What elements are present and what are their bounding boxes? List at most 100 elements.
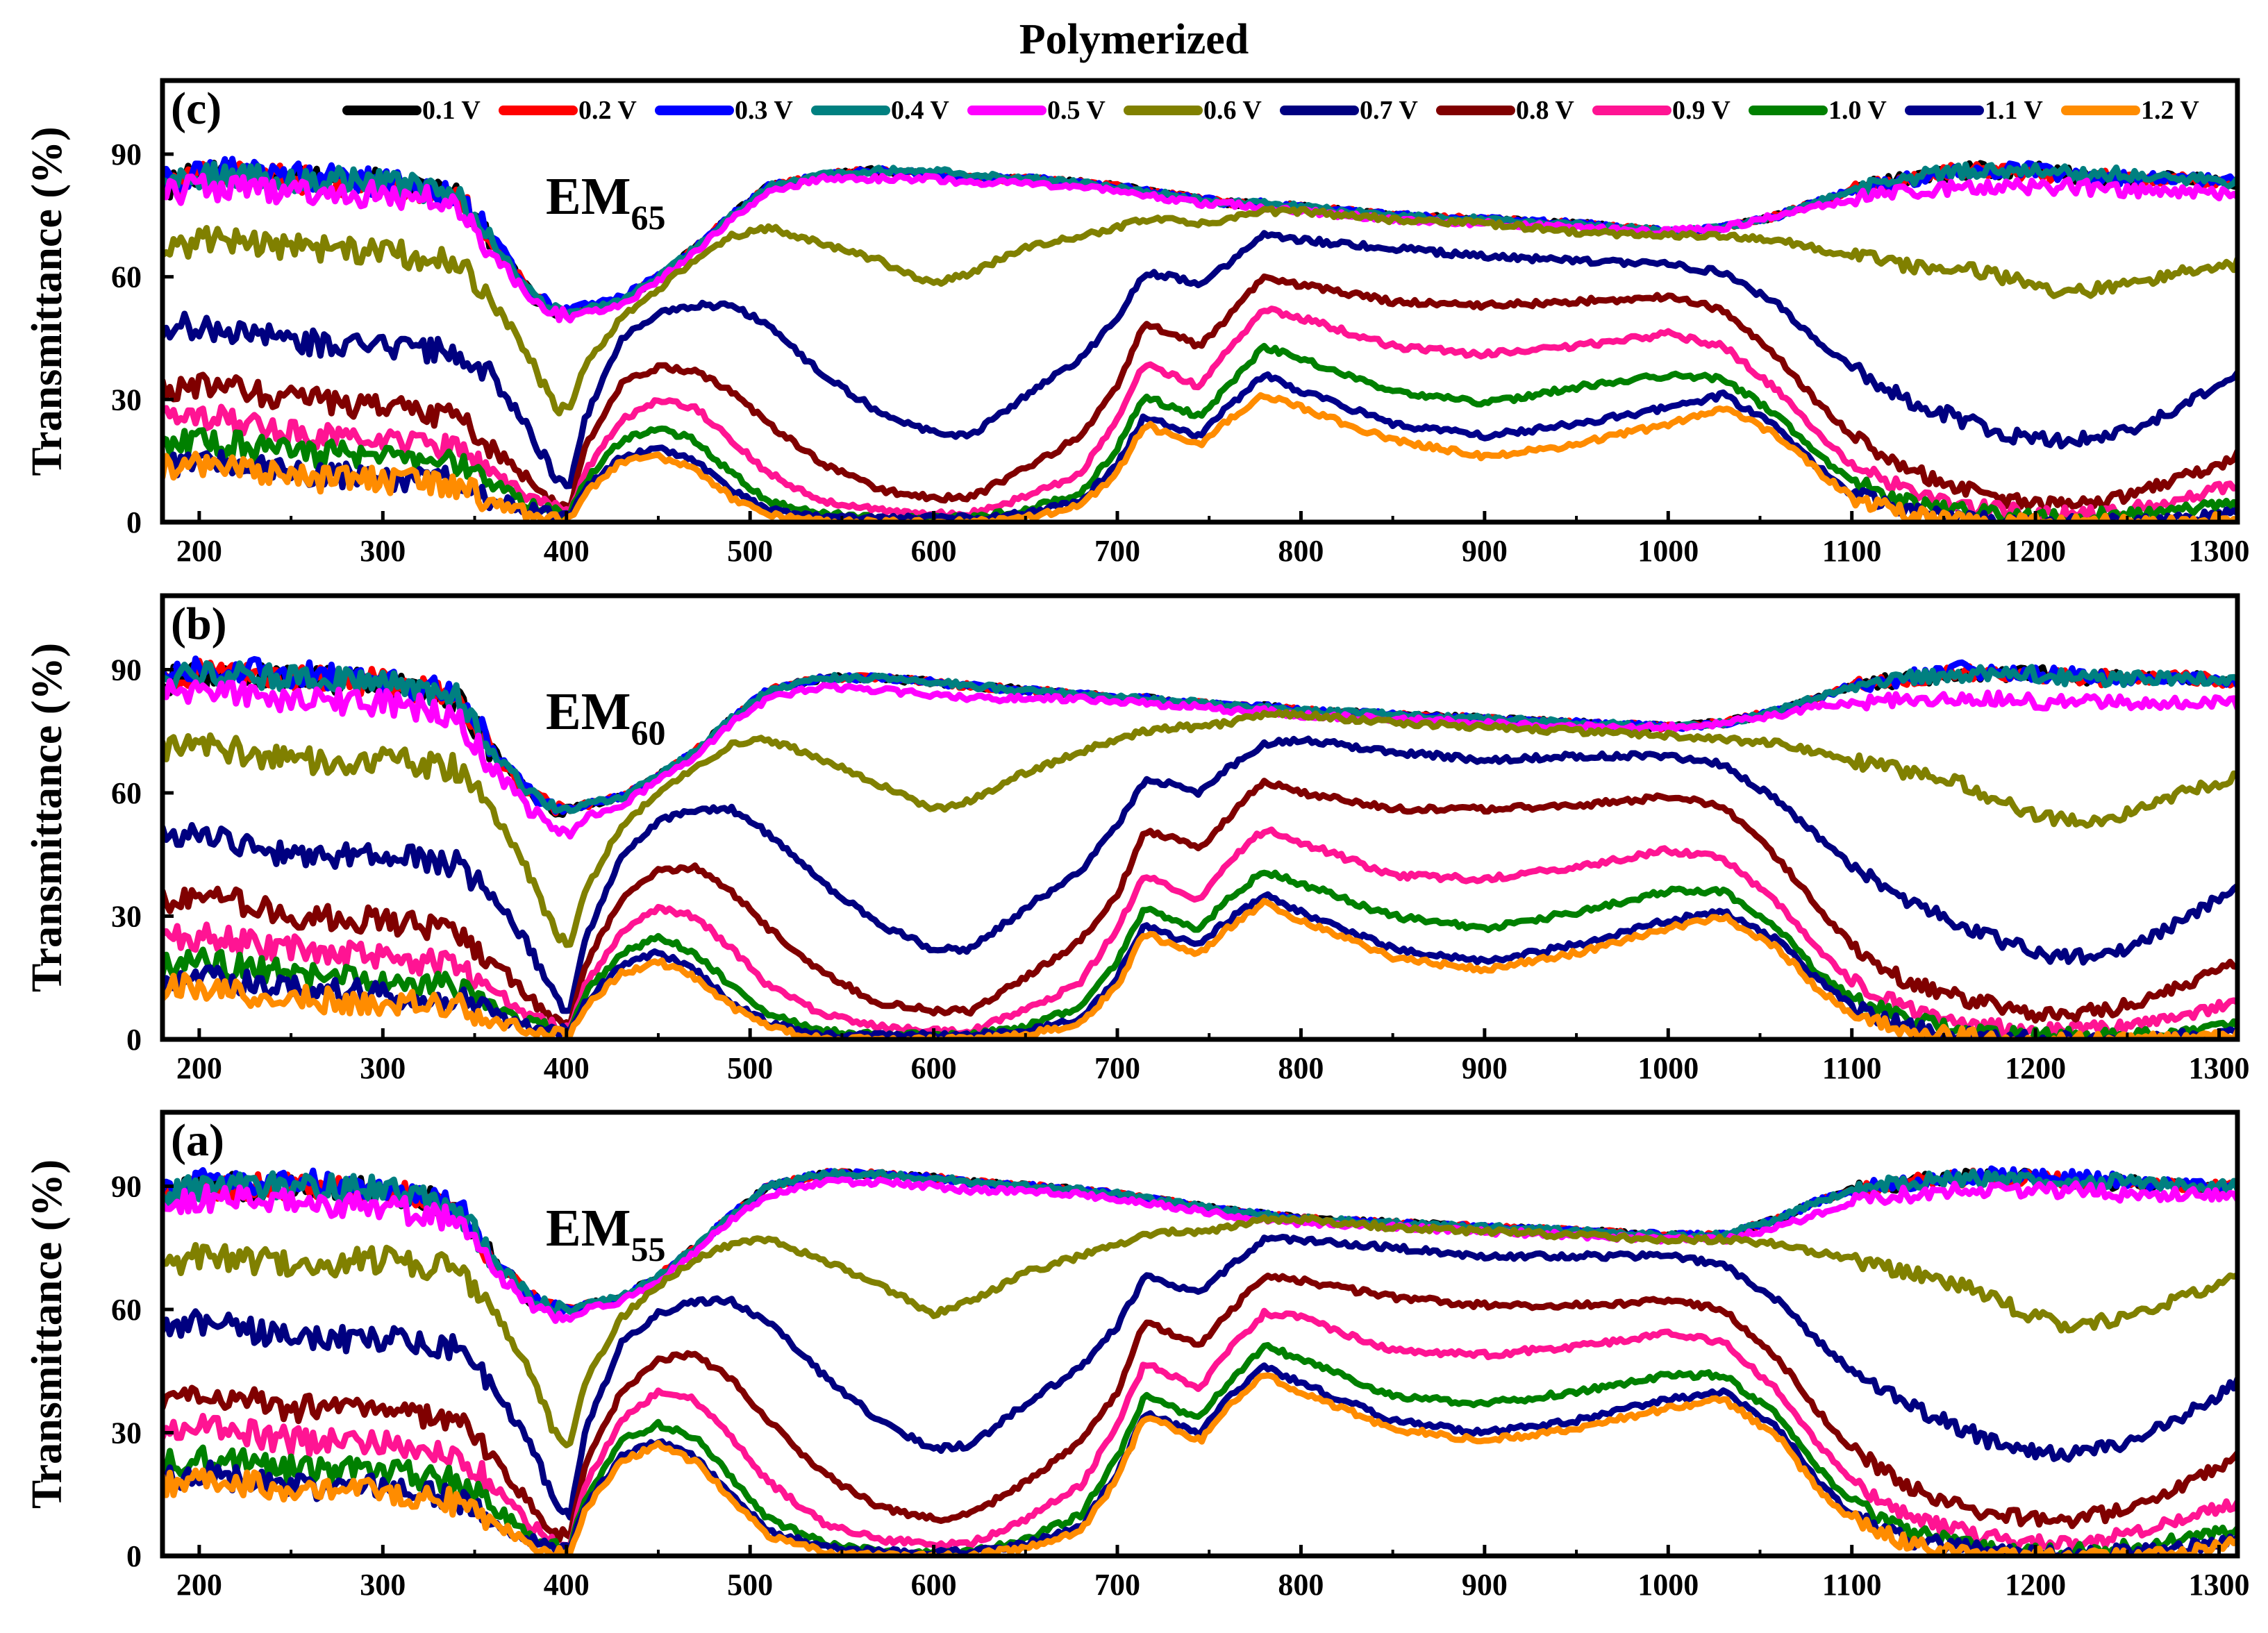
- x-tick-label: 900: [1462, 1051, 1508, 1085]
- series-line-06V: [162, 709, 2237, 948]
- series-line-12V: [162, 898, 2237, 1039]
- legend-label: 0.9 V: [1672, 96, 1731, 125]
- plot-frame: [160, 593, 2240, 1042]
- legend-label: 0.1 V: [422, 96, 481, 125]
- series-group: [162, 156, 2237, 522]
- x-tick-label: 600: [911, 1051, 957, 1085]
- x-tick-label: 600: [911, 534, 957, 568]
- series-line-07V: [162, 735, 2237, 1014]
- legend-label: 0.3 V: [735, 96, 793, 125]
- chart-panel-c: 200 300 400 500 600 700 800 900 1000 1100 1200 1300…: [24, 78, 2250, 568]
- chart-panel-b: 200 300 400 500 600 700 800 900 1000 1100 1200 1300…: [24, 593, 2250, 1085]
- legend-label: 1.1 V: [1985, 96, 2043, 125]
- x-tick-label: 1300: [2189, 534, 2250, 568]
- x-tick-label: 1000: [1637, 1051, 1699, 1085]
- y-tick-label: 60: [111, 1293, 142, 1327]
- y-tick-label: 0: [126, 1539, 142, 1573]
- y-tick-label: 30: [111, 900, 142, 934]
- x-tick-label: 1200: [2005, 1568, 2066, 1602]
- legend-label: 0.6 V: [1203, 96, 1262, 125]
- series-line-04V: [162, 660, 2237, 814]
- x-tick-label: 300: [360, 1051, 406, 1085]
- series-group: [162, 655, 2237, 1039]
- series-line-04V: [162, 160, 2237, 319]
- y-axis-label: Transmittance (%): [24, 643, 71, 992]
- y-tick-label: 0: [126, 505, 142, 539]
- x-tick-label: 700: [1094, 1051, 1140, 1085]
- legend-label: 0.4 V: [891, 96, 949, 125]
- page-title: Polymerized: [1019, 16, 1249, 63]
- series-line-09V: [162, 826, 2237, 1039]
- sample-label: EM65: [546, 167, 665, 237]
- series-line-06V: [162, 1214, 2237, 1448]
- legend-label: 0.8 V: [1516, 96, 1574, 125]
- series-line-09V: [162, 1307, 2237, 1555]
- legend-label: 0.7 V: [1360, 96, 1418, 125]
- series-line-12V: [162, 1372, 2237, 1556]
- sample-label-subscript: 65: [631, 198, 665, 237]
- y-tick-label: 90: [111, 137, 142, 171]
- x-tick-label: 400: [544, 534, 590, 568]
- x-tick-label: 700: [1094, 534, 1140, 568]
- x-tick-label: 400: [544, 1051, 590, 1085]
- series-line-08V: [162, 273, 2237, 515]
- x-tick-label: 900: [1462, 1568, 1508, 1602]
- legend: 0.1 V 0.2 V 0.3 V 0.4 V 0.5 V 0.6 V 0.7 V 0.8 V…: [342, 96, 2199, 125]
- chart-panel-a: 200 300 400 500 600 700 800 900 1000 1100 1200 1300…: [24, 1109, 2250, 1602]
- x-tick-label: 1200: [2005, 1051, 2066, 1085]
- series-line-07V: [162, 1234, 2237, 1521]
- sample-label-main: EM: [546, 167, 631, 226]
- y-axis-label: Transmittance (%): [24, 1159, 71, 1509]
- series-line-04V: [162, 1168, 2237, 1318]
- sample-label-main: EM: [546, 682, 631, 741]
- sample-label-subscript: 60: [631, 713, 665, 752]
- series-line-08V: [162, 778, 2237, 1028]
- series-line-06V: [162, 205, 2237, 417]
- y-axis-label: Transmittance (%): [24, 126, 71, 476]
- x-tick-label: 1000: [1637, 534, 1699, 568]
- y-tick-label: 60: [111, 260, 142, 294]
- legend-label: 0.5 V: [1047, 96, 1106, 125]
- x-tick-label: 400: [544, 1568, 590, 1602]
- x-tick-label: 500: [727, 1051, 773, 1085]
- series-line-05V: [162, 172, 2237, 324]
- series-line-07V: [162, 230, 2237, 489]
- x-tick-label: 300: [360, 1568, 406, 1602]
- x-tick-label: 200: [176, 1051, 222, 1085]
- y-tick-label: 90: [111, 1170, 142, 1204]
- x-tick-label: 1200: [2005, 534, 2066, 568]
- x-tick-label: 1100: [1822, 1051, 1882, 1085]
- legend-label: 1.2 V: [2141, 96, 2199, 125]
- x-tick-label: 200: [176, 1568, 222, 1602]
- sample-label-main: EM: [546, 1199, 631, 1257]
- x-tick-label: 800: [1278, 1568, 1324, 1602]
- sample-label: EM55: [546, 1199, 665, 1268]
- x-tick-label: 300: [360, 534, 406, 568]
- x-tick-label: 900: [1462, 534, 1508, 568]
- sample-label-subscript: 55: [631, 1230, 665, 1268]
- x-tick-label: 500: [727, 1568, 773, 1602]
- x-tick-label: 1300: [2189, 1568, 2250, 1602]
- x-tick-label: 600: [911, 1568, 957, 1602]
- panel-label: (c): [171, 83, 222, 134]
- panel-label: (a): [171, 1115, 224, 1166]
- series-line-10V: [162, 1341, 2237, 1556]
- series-line-08V: [162, 1272, 2237, 1543]
- x-tick-label: 1000: [1637, 1568, 1699, 1602]
- series-line-12V: [162, 392, 2237, 522]
- y-tick-label: 0: [126, 1023, 142, 1057]
- x-tick-label: 200: [176, 534, 222, 568]
- plot-frame: [160, 78, 2240, 525]
- series-line-05V: [162, 1176, 2237, 1324]
- plot-frame: [160, 1109, 2240, 1559]
- x-tick-label: 800: [1278, 534, 1324, 568]
- series-line-10V: [162, 869, 2237, 1039]
- legend-label: 0.2 V: [578, 96, 637, 125]
- x-tick-label: 800: [1278, 1051, 1324, 1085]
- series-line-05V: [162, 678, 2237, 840]
- series-group: [162, 1165, 2237, 1556]
- panel-label: (b): [171, 598, 227, 649]
- series-line-10V: [162, 342, 2237, 522]
- y-tick-label: 30: [111, 1416, 142, 1450]
